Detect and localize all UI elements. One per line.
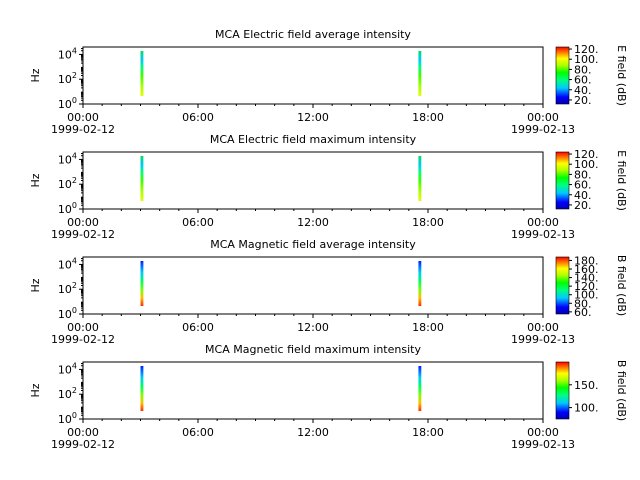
- colorbar-tick-label: 100.: [574, 158, 599, 171]
- x-date-label: 1999-02-13: [511, 228, 575, 241]
- x-tick-label: 00:00: [67, 321, 99, 334]
- colorbar-label: E field (dB): [615, 45, 628, 106]
- colorbar-tick-label: 40.: [574, 189, 592, 202]
- panel-title: MCA Magnetic field average intensity: [210, 238, 416, 251]
- spectrogram-burst: [418, 156, 422, 201]
- colorbar-tick-label: 100.: [574, 53, 599, 66]
- x-date-label: 1999-02-13: [511, 333, 575, 346]
- x-tick-label: 00:00: [67, 426, 99, 439]
- x-tick-label: 06:00: [182, 216, 214, 229]
- x-date-label: 1999-02-12: [51, 228, 115, 241]
- colorbar-tick-label: 80.: [574, 168, 592, 181]
- y-tick-label: 102: [58, 386, 77, 401]
- panel-2: MCA Electric field maximum intensity 100 1…: [29, 133, 628, 241]
- plot-frame: [82, 256, 544, 315]
- colorbar-tick-label: 120.: [574, 148, 599, 161]
- colorbar-tick-label: 140.: [574, 272, 599, 285]
- x-tick-label: 00:00: [67, 216, 99, 229]
- colorbar: [555, 361, 570, 420]
- y-axis-label: Hz: [29, 383, 42, 397]
- y-tick-label: 100: [58, 306, 77, 321]
- x-date-label: 1999-02-12: [51, 438, 115, 451]
- x-tick-label: 00:00: [527, 216, 559, 229]
- y-tick-label: 102: [58, 71, 77, 86]
- panel-4: MCA Magnetic field maximum intensity 100 1…: [29, 343, 628, 451]
- x-tick-label: 00:00: [527, 321, 559, 334]
- y-tick-label: 100: [58, 96, 77, 111]
- colorbar-tick-label: 60.: [574, 306, 592, 319]
- spectrogram-burst: [140, 261, 144, 306]
- colorbar-tick-label: 20.: [574, 199, 592, 212]
- y-tick-label: 104: [58, 256, 77, 271]
- spectrogram-burst: [140, 156, 144, 201]
- spectrogram-burst: [418, 51, 422, 96]
- colorbar-tick-label: 20.: [574, 94, 592, 107]
- x-tick-label: 00:00: [527, 111, 559, 124]
- y-tick-label: 102: [58, 281, 77, 296]
- spectrogram-burst: [140, 51, 144, 96]
- y-tick-label: 100: [58, 201, 77, 216]
- spectrogram-burst: [418, 261, 422, 306]
- y-tick-label: 104: [58, 151, 77, 166]
- x-tick-label: 06:00: [182, 321, 214, 334]
- colorbar-label: E field (dB): [615, 150, 628, 211]
- x-tick-label: 18:00: [412, 111, 444, 124]
- x-date-label: 1999-02-12: [51, 123, 115, 136]
- colorbar-tick-label: 160.: [574, 263, 599, 276]
- x-date-label: 1999-02-13: [511, 123, 575, 136]
- colorbar: [555, 256, 570, 315]
- colorbar-tick-label: 80.: [574, 297, 592, 310]
- x-tick-label: 18:00: [412, 321, 444, 334]
- plot-frame: [82, 361, 544, 420]
- x-tick-label: 12:00: [297, 321, 329, 334]
- colorbar-tick-label: 120.: [574, 43, 599, 56]
- colorbar-label: B field (dB): [615, 255, 628, 316]
- colorbar-tick-label: 180.: [574, 254, 599, 267]
- colorbar: [555, 151, 570, 210]
- colorbar-tick-label: 80.: [574, 63, 592, 76]
- y-tick-label: 104: [58, 361, 77, 376]
- spectrogram-burst: [140, 366, 144, 411]
- x-tick-label: 00:00: [527, 426, 559, 439]
- panel-title: MCA Electric field average intensity: [215, 28, 411, 41]
- spectrogram-burst: [418, 366, 422, 411]
- panel-3: MCA Magnetic field average intensity 100 1…: [29, 238, 628, 346]
- x-date-label: 1999-02-13: [511, 438, 575, 451]
- colorbar-tick-label: 60.: [574, 179, 592, 192]
- x-tick-label: 06:00: [182, 426, 214, 439]
- colorbar-label: B field (dB): [615, 360, 628, 421]
- x-tick-label: 18:00: [412, 216, 444, 229]
- x-tick-label: 00:00: [67, 111, 99, 124]
- plot-frame: [82, 151, 544, 210]
- panel-title: MCA Magnetic field maximum intensity: [205, 343, 421, 356]
- y-axis-label: Hz: [29, 68, 42, 82]
- y-axis-label: Hz: [29, 173, 42, 187]
- y-tick-label: 104: [58, 46, 77, 61]
- y-axis-label: Hz: [29, 278, 42, 292]
- colorbar-tick-label: 100.: [574, 402, 599, 415]
- x-tick-label: 06:00: [182, 111, 214, 124]
- colorbar-tick-label: 120.: [574, 280, 599, 293]
- x-tick-label: 12:00: [297, 216, 329, 229]
- y-tick-label: 100: [58, 411, 77, 426]
- colorbar: [555, 46, 570, 105]
- y-tick-label: 102: [58, 176, 77, 191]
- colorbar-tick-label: 60.: [574, 74, 592, 87]
- panel-1: MCA Electric field average intensity 100 1…: [29, 28, 628, 136]
- x-date-label: 1999-02-12: [51, 333, 115, 346]
- x-tick-label: 12:00: [297, 111, 329, 124]
- x-tick-label: 12:00: [297, 426, 329, 439]
- x-tick-label: 18:00: [412, 426, 444, 439]
- colorbar-tick-label: 150.: [574, 379, 599, 392]
- panel-title: MCA Electric field maximum intensity: [210, 133, 417, 146]
- colorbar-tick-label: 40.: [574, 84, 592, 97]
- plot-frame: [82, 46, 544, 105]
- colorbar-tick-label: 100.: [574, 289, 599, 302]
